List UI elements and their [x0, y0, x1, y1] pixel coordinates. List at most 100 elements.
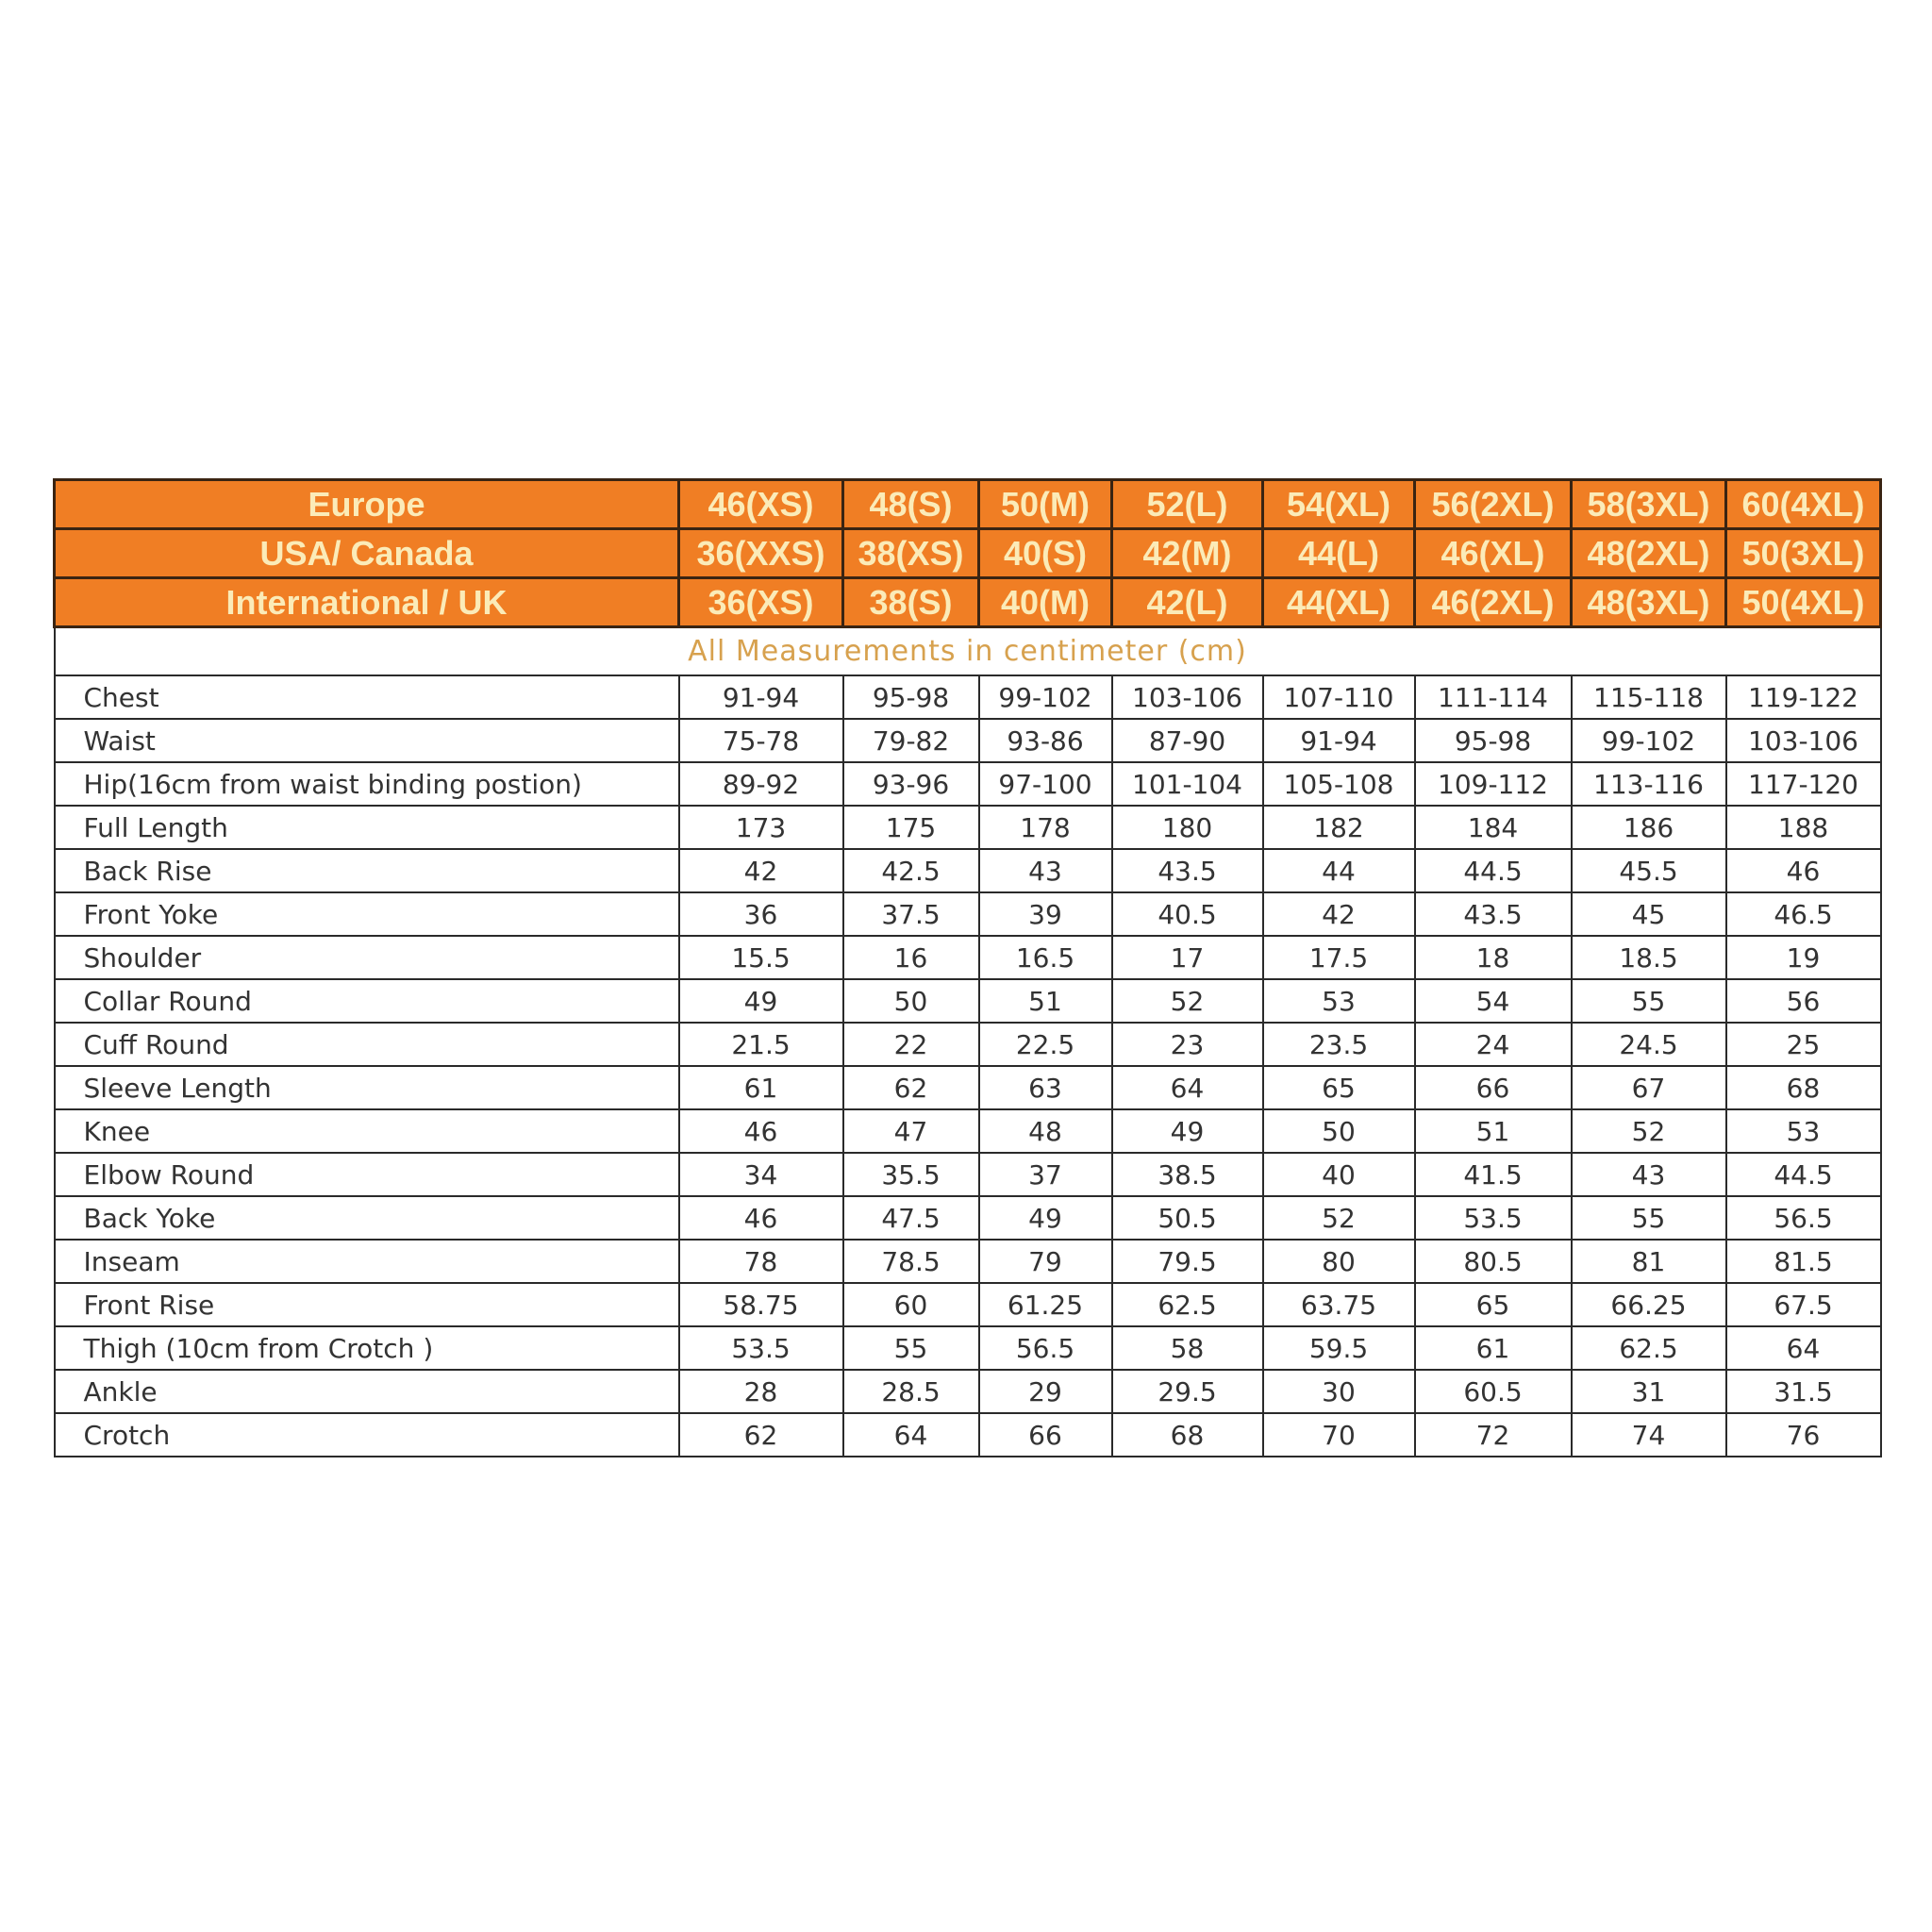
- measurement-value: 41.5: [1413, 1152, 1573, 1197]
- measurement-value: 50: [841, 978, 980, 1024]
- measurement-value: 56.5: [977, 1325, 1113, 1371]
- measurement-value: 61.25: [977, 1282, 1113, 1327]
- measurement-value: 111-114: [1413, 675, 1573, 720]
- measurement-value: 74: [1570, 1412, 1727, 1457]
- table-row: Knee 46 47 48 49 50 51 52 53: [53, 1108, 1882, 1154]
- measurement-value: 180: [1110, 805, 1264, 850]
- size-cell: 44(XL): [1261, 576, 1416, 628]
- measurement-value: 53: [1724, 1108, 1882, 1154]
- measurement-value: 66.25: [1570, 1282, 1727, 1327]
- measurement-value: 37: [977, 1152, 1113, 1197]
- measurement-value: 79-82: [841, 718, 980, 763]
- measurement-value: 55: [1570, 978, 1727, 1024]
- measurement-value: 31.5: [1724, 1369, 1882, 1414]
- size-cell: 48(3XL): [1570, 576, 1727, 628]
- measurement-label: Elbow Round: [53, 1152, 680, 1197]
- size-cell: 60(4XL): [1724, 478, 1882, 530]
- measurement-value: 29: [977, 1369, 1113, 1414]
- size-cell: 46(2XL): [1413, 576, 1573, 628]
- measurement-value: 16: [841, 935, 980, 980]
- table-row: Elbow Round 34 35.5 37 38.5 40 41.5 43 44.5: [53, 1152, 1882, 1197]
- measurement-label: Hip(16cm from waist binding postion): [53, 761, 680, 807]
- measurement-value: 51: [1413, 1108, 1573, 1154]
- size-cell: 40(S): [977, 527, 1113, 579]
- measurement-value: 38.5: [1110, 1152, 1264, 1197]
- measurement-value: 101-104: [1110, 761, 1264, 807]
- units-note: All Measurements in centimeter (cm): [53, 625, 1882, 676]
- measurement-value: 36: [677, 891, 844, 937]
- measurement-label: Thigh (10cm from Crotch ): [53, 1325, 680, 1371]
- measurement-value: 49: [977, 1195, 1113, 1241]
- measurement-value: 184: [1413, 805, 1573, 850]
- measurement-value: 55: [841, 1325, 980, 1371]
- measurement-label: Front Yoke: [53, 891, 680, 937]
- measurement-value: 52: [1110, 978, 1264, 1024]
- size-cell: 36(XS): [677, 576, 844, 628]
- measurement-value: 17.5: [1261, 935, 1416, 980]
- measurement-value: 62.5: [1110, 1282, 1264, 1327]
- measurement-value: 78: [677, 1239, 844, 1284]
- measurement-value: 51: [977, 978, 1113, 1024]
- size-header-row: USA/ Canada 36(XXS) 38(XS) 40(S) 42(M) 44(L) 4…: [53, 527, 1882, 579]
- measurement-value: 103-106: [1110, 675, 1264, 720]
- measurement-value: 178: [977, 805, 1113, 850]
- table-row: Thigh (10cm from Crotch ) 53.5 55 56.5 58 59.…: [53, 1325, 1882, 1371]
- size-cell: 38(S): [841, 576, 980, 628]
- size-cell: 50(3XL): [1724, 527, 1882, 579]
- measurement-value: 59.5: [1261, 1325, 1416, 1371]
- measurement-value: 62.5: [1570, 1325, 1727, 1371]
- measurement-value: 95-98: [841, 675, 980, 720]
- size-cell: 40(M): [977, 576, 1113, 628]
- size-cell: 54(XL): [1261, 478, 1416, 530]
- measurement-value: 50.5: [1110, 1195, 1264, 1241]
- measurement-value: 81.5: [1724, 1239, 1882, 1284]
- measurement-value: 93-96: [841, 761, 980, 807]
- measurement-value: 44.5: [1413, 848, 1573, 893]
- measurement-value: 21.5: [677, 1022, 844, 1067]
- size-cell: 44(L): [1261, 527, 1416, 579]
- measurement-value: 53.5: [1413, 1195, 1573, 1241]
- measurement-value: 93-86: [977, 718, 1113, 763]
- measurement-value: 18: [1413, 935, 1573, 980]
- measurement-value: 186: [1570, 805, 1727, 850]
- measurement-value: 61: [1413, 1325, 1573, 1371]
- measurement-value: 81: [1570, 1239, 1727, 1284]
- measurement-value: 182: [1261, 805, 1416, 850]
- measurement-label: Full Length: [53, 805, 680, 850]
- measurement-label: Knee: [53, 1108, 680, 1154]
- measurement-value: 55: [1570, 1195, 1727, 1241]
- size-cell: 42(L): [1110, 576, 1264, 628]
- measurement-value: 76: [1724, 1412, 1882, 1457]
- measurement-value: 28: [677, 1369, 844, 1414]
- measurement-value: 188: [1724, 805, 1882, 850]
- measurement-value: 45: [1570, 891, 1727, 937]
- measurement-value: 30: [1261, 1369, 1416, 1414]
- measurement-value: 60.5: [1413, 1369, 1573, 1414]
- measurement-value: 15.5: [677, 935, 844, 980]
- measurement-label: Front Rise: [53, 1282, 680, 1327]
- size-cell: 46(XL): [1413, 527, 1573, 579]
- measurement-value: 48: [977, 1108, 1113, 1154]
- measurement-value: 64: [1110, 1065, 1264, 1110]
- measurement-value: 42: [1261, 891, 1416, 937]
- measurement-value: 56.5: [1724, 1195, 1882, 1241]
- measurement-value: 46.5: [1724, 891, 1882, 937]
- measurement-value: 25: [1724, 1022, 1882, 1067]
- measurement-value: 91-94: [1261, 718, 1416, 763]
- measurement-label: Shoulder: [53, 935, 680, 980]
- measurement-value: 105-108: [1261, 761, 1416, 807]
- measurement-value: 34: [677, 1152, 844, 1197]
- measurement-value: 79.5: [1110, 1239, 1264, 1284]
- measurement-value: 58: [1110, 1325, 1264, 1371]
- measurement-value: 115-118: [1570, 675, 1727, 720]
- measurement-value: 43: [977, 848, 1113, 893]
- table-row: Front Yoke 36 37.5 39 40.5 42 43.5 45 46.5: [53, 891, 1882, 937]
- size-cell: 50(M): [977, 478, 1113, 530]
- table-row: Inseam 78 78.5 79 79.5 80 80.5 81 81.5: [53, 1239, 1882, 1284]
- size-cell: 58(3XL): [1570, 478, 1727, 530]
- measurement-value: 72: [1413, 1412, 1573, 1457]
- measurement-value: 109-112: [1413, 761, 1573, 807]
- measurement-value: 89-92: [677, 761, 844, 807]
- measurement-value: 113-116: [1570, 761, 1727, 807]
- measurement-value: 52: [1570, 1108, 1727, 1154]
